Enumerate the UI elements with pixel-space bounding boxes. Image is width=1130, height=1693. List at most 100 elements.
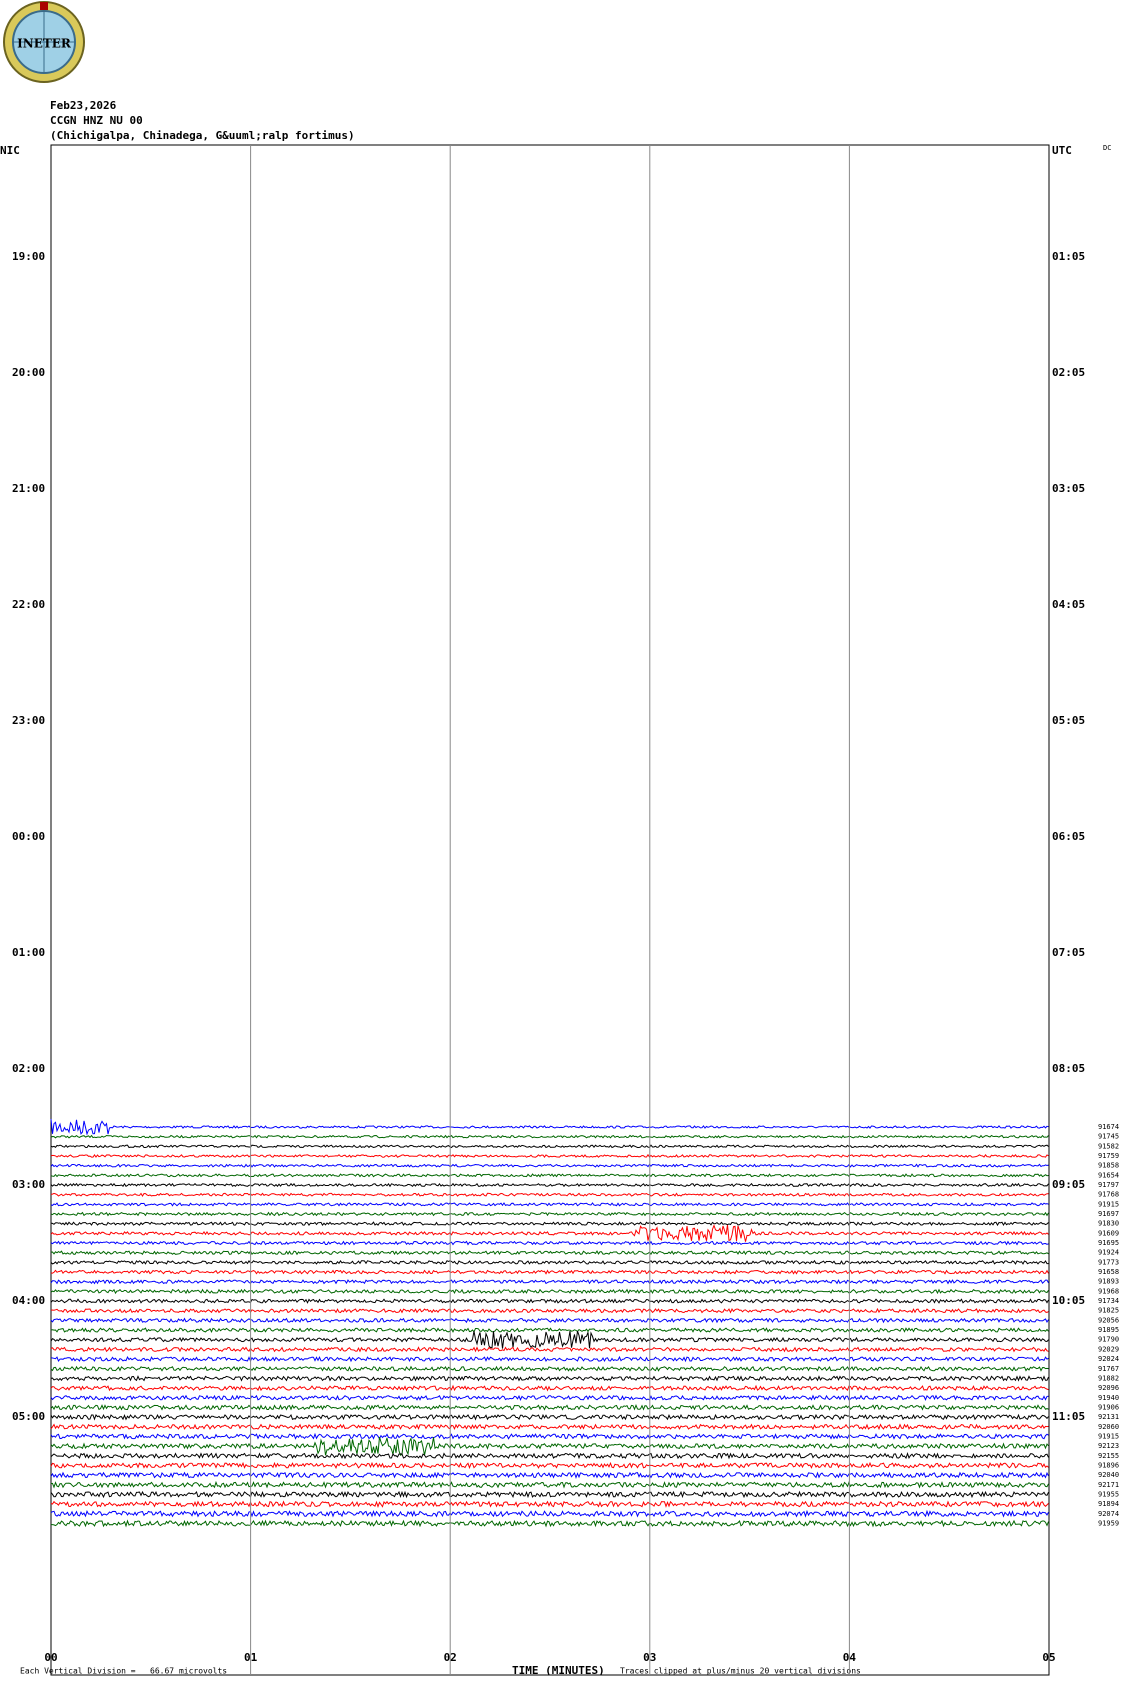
trace-count: 91825 bbox=[1098, 1307, 1119, 1315]
left-axis-label: NIC bbox=[0, 144, 20, 157]
right-time-label: 06:05 bbox=[1052, 830, 1085, 843]
trace-count: 92060 bbox=[1098, 1423, 1119, 1431]
waveform bbox=[50, 1211, 1049, 1217]
trace-count: 91745 bbox=[1098, 1133, 1119, 1141]
waveform bbox=[50, 1221, 1049, 1227]
trace-count: 91894 bbox=[1098, 1500, 1119, 1508]
right-time-label: 11:05 bbox=[1052, 1410, 1085, 1423]
trace-count: 91767 bbox=[1098, 1365, 1119, 1373]
trace-count: 91893 bbox=[1098, 1278, 1119, 1286]
waveform bbox=[50, 1307, 1049, 1314]
waveform bbox=[50, 1327, 1049, 1333]
logo-text: INETER bbox=[17, 37, 72, 51]
trace-count: 91582 bbox=[1098, 1142, 1119, 1150]
waveform bbox=[50, 1432, 1049, 1440]
trace-count: 91968 bbox=[1098, 1287, 1119, 1295]
waveform bbox=[50, 1500, 1049, 1509]
trace-count: 91797 bbox=[1098, 1181, 1119, 1189]
waveform bbox=[50, 1250, 1049, 1256]
x-tick-label: 03 bbox=[643, 1651, 656, 1664]
waveform bbox=[50, 1173, 1049, 1178]
waveform bbox=[50, 1182, 1049, 1188]
trace-count: 92029 bbox=[1098, 1345, 1119, 1353]
trace-count: 92131 bbox=[1098, 1413, 1119, 1421]
trace-count: 91915 bbox=[1098, 1432, 1119, 1440]
x-axis-label: TIME (MINUTES) bbox=[512, 1664, 605, 1677]
waveform bbox=[50, 1413, 1049, 1421]
left-time-label: 22:00 bbox=[12, 598, 45, 611]
corner-label: DC bbox=[1103, 144, 1111, 152]
waveform bbox=[50, 1394, 1049, 1401]
waveform bbox=[51, 1519, 1049, 1528]
right-time-label: 04:05 bbox=[1052, 598, 1085, 611]
waveform bbox=[50, 1144, 1049, 1149]
waveform bbox=[50, 1279, 1049, 1285]
station: CCGN HNZ NU 00 bbox=[50, 114, 143, 127]
trace-count: 91924 bbox=[1098, 1249, 1119, 1257]
left-time-label: 19:00 bbox=[12, 250, 45, 263]
waveform bbox=[50, 1355, 1049, 1363]
waveform bbox=[50, 1224, 1049, 1242]
trace-count: 91955 bbox=[1098, 1490, 1119, 1498]
scale-note: Each Vertical Division = 66.67 microvolt… bbox=[20, 1667, 227, 1676]
trace-count: 91773 bbox=[1098, 1258, 1119, 1266]
left-time-label: 00:00 bbox=[12, 830, 45, 843]
left-time-label: 05:00 bbox=[12, 1410, 45, 1423]
date: Feb23,2026 bbox=[50, 99, 117, 112]
x-tick-label: 04 bbox=[843, 1651, 857, 1664]
waveform bbox=[50, 1461, 1049, 1470]
waveform bbox=[50, 1240, 1049, 1246]
right-time-label: 02:05 bbox=[1052, 366, 1085, 379]
waveform bbox=[50, 1384, 1049, 1392]
trace-count: 91768 bbox=[1098, 1191, 1119, 1199]
waveform bbox=[50, 1118, 1049, 1136]
trace-count: 91697 bbox=[1098, 1210, 1119, 1218]
left-time-label: 20:00 bbox=[12, 366, 45, 379]
trace-count: 91734 bbox=[1098, 1297, 1119, 1305]
right-time-label: 01:05 bbox=[1052, 250, 1085, 263]
waveform bbox=[50, 1192, 1049, 1197]
plot-frame bbox=[50, 144, 1050, 1676]
right-time-label: 10:05 bbox=[1052, 1294, 1085, 1307]
waveform bbox=[50, 1346, 1049, 1353]
trace-count: 91906 bbox=[1098, 1403, 1119, 1411]
trace-count: 91830 bbox=[1098, 1220, 1119, 1228]
trace-count: 91654 bbox=[1098, 1171, 1119, 1179]
waveform bbox=[50, 1202, 1049, 1207]
waveform bbox=[50, 1436, 1049, 1456]
waveform bbox=[50, 1288, 1049, 1295]
right-time-label: 07:05 bbox=[1052, 946, 1085, 959]
right-axis-label: UTC bbox=[1052, 144, 1072, 157]
waveform bbox=[50, 1471, 1049, 1479]
trace-count: 91882 bbox=[1098, 1374, 1119, 1382]
traces bbox=[50, 1118, 1049, 1528]
left-time-label: 04:00 bbox=[12, 1294, 45, 1307]
waveform bbox=[50, 1259, 1049, 1265]
clip-note: Traces clipped at plus/minus 20 vertical… bbox=[620, 1667, 861, 1676]
waveform bbox=[50, 1269, 1049, 1275]
waveform bbox=[50, 1298, 1049, 1304]
logo: INETER bbox=[3, 1, 85, 83]
trace-count: 91658 bbox=[1098, 1268, 1119, 1276]
waveform bbox=[50, 1134, 1049, 1139]
trace-count: 91695 bbox=[1098, 1239, 1119, 1247]
trace-count: 91959 bbox=[1098, 1519, 1119, 1527]
trace-count: 92074 bbox=[1098, 1510, 1119, 1518]
trace-count: 91915 bbox=[1098, 1200, 1119, 1208]
waveform bbox=[50, 1423, 1049, 1431]
waveform bbox=[50, 1375, 1049, 1382]
waveform bbox=[50, 1452, 1049, 1460]
trace-count: 91858 bbox=[1098, 1162, 1119, 1170]
location: (Chichigalpa, Chinadega, G&uuml;ralp for… bbox=[50, 129, 355, 142]
trace-count: 92123 bbox=[1098, 1442, 1119, 1450]
waveform bbox=[50, 1153, 1049, 1158]
trace-count: 91895 bbox=[1098, 1326, 1119, 1334]
x-tick-label: 05 bbox=[1042, 1651, 1055, 1664]
x-tick-label: 01 bbox=[244, 1651, 258, 1664]
left-time-label: 02:00 bbox=[12, 1062, 45, 1075]
left-time-label: 23:00 bbox=[12, 714, 45, 727]
trace-count: 92024 bbox=[1098, 1355, 1119, 1363]
right-time-label: 05:05 bbox=[1052, 714, 1085, 727]
